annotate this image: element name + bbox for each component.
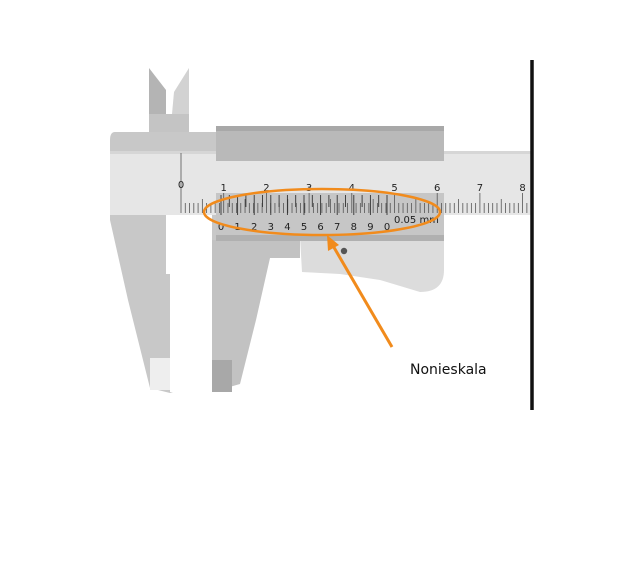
callout-arrow-head (327, 235, 339, 251)
vernier-scale-label: 2 (251, 222, 257, 233)
vernier-scale-label: 9 (367, 222, 373, 233)
callout-arrow (327, 235, 394, 348)
slider-top-bar-edge (216, 126, 444, 131)
upper-fixed-jaw (149, 68, 166, 114)
vernier-scale-label: 6 (317, 222, 323, 233)
fixed-jaw (110, 68, 216, 393)
vernier-scale-label: 0 (384, 222, 390, 233)
vernier-highlight-ellipse (202, 187, 442, 237)
main-scale-label: 0 (178, 180, 184, 191)
vernier-scale-label: 0 (218, 222, 224, 233)
lock-screw (340, 247, 348, 255)
vernier-resolution-label: 0.05 mm (394, 215, 439, 226)
jaw-gap-lower (170, 274, 212, 392)
movable-jaw-tip (212, 360, 232, 392)
vernier-scale-label: 7 (334, 222, 340, 233)
movable-jaw-body (212, 240, 300, 392)
callout-arrow-line (330, 243, 394, 348)
main-scale-label: 8 (519, 183, 525, 194)
main-scale-label: 2 (263, 183, 269, 194)
main-scale-label: 7 (477, 183, 483, 194)
vernier-scale-label: 8 (351, 222, 357, 233)
callout-label: Nonieskala (410, 362, 487, 378)
jaw-gap (166, 214, 212, 274)
vernier-scale-label: 4 (284, 222, 290, 233)
main-scale-label: 6 (434, 183, 440, 194)
thumb-grip (300, 236, 444, 292)
main-scale-label: 1 (221, 183, 227, 194)
main-scale-label: 5 (391, 183, 397, 194)
vernier-scale-label: 5 (301, 222, 307, 233)
vernier-scale-label: 3 (268, 222, 274, 233)
upper-fixed-jaw-right (172, 68, 189, 114)
upper-jaw-base (149, 114, 189, 136)
slider-top-bar (216, 126, 444, 161)
fixed-jaw-tip (150, 358, 170, 390)
